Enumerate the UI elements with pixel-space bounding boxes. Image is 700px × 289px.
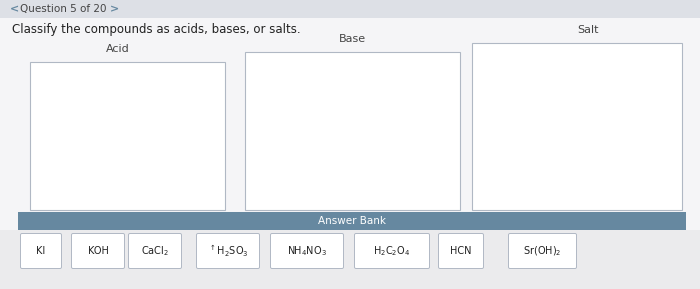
Text: <: < [10, 4, 20, 14]
FancyBboxPatch shape [71, 234, 125, 268]
Text: CaCl$_2$: CaCl$_2$ [141, 244, 169, 258]
Text: NH$_4$NO$_3$: NH$_4$NO$_3$ [287, 244, 327, 258]
Text: KI: KI [36, 246, 46, 256]
FancyBboxPatch shape [354, 234, 430, 268]
FancyBboxPatch shape [0, 230, 700, 289]
Text: HCN: HCN [450, 246, 472, 256]
FancyBboxPatch shape [270, 234, 344, 268]
Text: Base: Base [339, 34, 366, 44]
FancyBboxPatch shape [129, 234, 181, 268]
Text: Sr(OH)$_2$: Sr(OH)$_2$ [524, 244, 561, 258]
FancyBboxPatch shape [245, 52, 460, 210]
Text: >: > [110, 4, 119, 14]
FancyBboxPatch shape [438, 234, 484, 268]
FancyBboxPatch shape [0, 0, 700, 18]
Text: H$_2$C$_2$O$_4$: H$_2$C$_2$O$_4$ [373, 244, 411, 258]
Text: KOH: KOH [88, 246, 108, 256]
FancyBboxPatch shape [197, 234, 260, 268]
FancyBboxPatch shape [472, 43, 682, 210]
Text: $^\uparrow$H$_2$SO$_3$: $^\uparrow$H$_2$SO$_3$ [208, 243, 248, 259]
FancyBboxPatch shape [18, 212, 686, 230]
FancyBboxPatch shape [508, 234, 577, 268]
Text: Question 5 of 20: Question 5 of 20 [20, 4, 106, 14]
FancyBboxPatch shape [30, 62, 225, 210]
Text: Salt: Salt [577, 25, 598, 35]
Text: Acid: Acid [106, 44, 130, 54]
FancyBboxPatch shape [0, 18, 700, 230]
Text: Answer Bank: Answer Bank [318, 216, 386, 226]
FancyBboxPatch shape [20, 234, 62, 268]
Text: Classify the compounds as acids, bases, or salts.: Classify the compounds as acids, bases, … [12, 23, 300, 36]
